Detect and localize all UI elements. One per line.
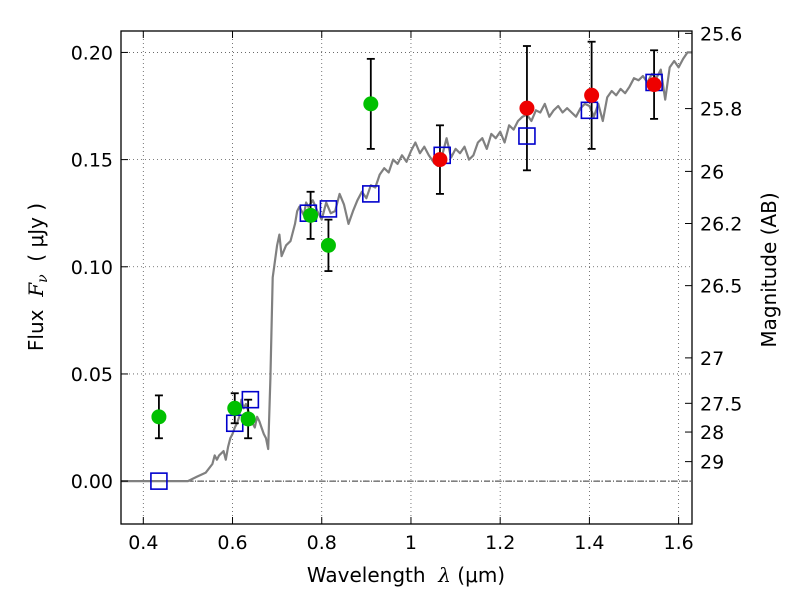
x-ticks: 0.4 0.6 0.8 1 1.2 1.4 1.6 (128, 31, 694, 554)
observed-point (227, 400, 243, 416)
x-axis-label: Wavelength λ (μm) (307, 563, 505, 587)
model-point-square (518, 127, 536, 145)
y2-tick-label: 26.5 (700, 276, 742, 298)
x-tick-label: 0.4 (128, 532, 158, 554)
observed-point (303, 207, 319, 223)
x-tick-label: 1 (405, 532, 417, 554)
model-points (150, 73, 663, 490)
y2-tick-label: 29 (700, 452, 724, 474)
y2-ticks: 25.6 25.8 26 26.2 26.5 27 27.5 28 29 (685, 23, 742, 474)
observed-point (519, 100, 535, 116)
observed-point (646, 77, 662, 93)
model-point-square (319, 200, 338, 218)
y-axis-label: Flux Fν ( μJy ) (24, 203, 51, 351)
observed-point (432, 152, 448, 168)
y2-tick-label: 25.8 (700, 99, 742, 121)
error-bars (154, 40, 659, 440)
y2-tick-label: 27.5 (700, 393, 742, 415)
x-tick-label: 1.4 (574, 532, 604, 554)
x-tick-label: 0.6 (217, 532, 247, 554)
x-tick-label: 0.8 (307, 532, 337, 554)
observed-point (584, 87, 600, 103)
y2-tick-label: 28 (700, 422, 724, 444)
observed-point (240, 411, 256, 427)
observed-point (151, 409, 167, 425)
y2-tick-label: 27 (700, 348, 724, 370)
y-tick-label: 0.10 (71, 257, 113, 279)
observed-points (151, 77, 662, 427)
observed-point (320, 237, 336, 253)
y2-tick-label: 26.2 (700, 213, 742, 235)
y-tick-label: 0.20 (71, 42, 113, 64)
model-point-square (241, 390, 260, 409)
plot-frame (120, 30, 693, 525)
template-spectrum-line (121, 51, 692, 483)
x-tick-label: 1.2 (485, 532, 515, 554)
y2-tick-label: 25.6 (700, 23, 742, 45)
y-tick-label: 0.00 (71, 471, 113, 493)
y-ticks: 0.00 0.05 0.10 0.15 0.20 (71, 42, 128, 493)
template-spectrum (121, 51, 692, 483)
y-tick-label: 0.05 (71, 364, 113, 386)
model-point-square (150, 472, 168, 490)
y2-axis-label: Magnitude (AB) (757, 192, 781, 347)
y2-tick-label: 26 (700, 161, 724, 183)
y-tick-label: 0.15 (71, 150, 113, 172)
x-tick-label: 1.6 (664, 532, 694, 554)
observed-point (363, 96, 379, 112)
model-point-square (362, 185, 380, 203)
